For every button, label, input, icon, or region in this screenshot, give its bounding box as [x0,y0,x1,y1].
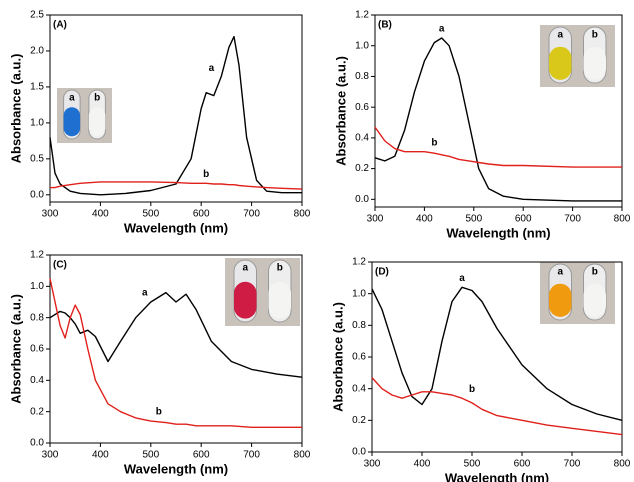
x-tick-label: 300 [42,450,59,461]
inset-label: b [592,267,598,278]
y-tick-label: 0.8 [352,320,366,331]
x-tick-label: 500 [142,450,159,461]
x-axis-title: Wavelength (nm) [445,470,549,482]
plot-frame [49,14,303,203]
y-tick-label: 1.0 [355,40,369,51]
x-tick-label: 300 [42,209,59,220]
inset-label: a [557,30,563,41]
x-tick-label: 600 [514,459,531,470]
y-tick-label: 1.0 [30,118,44,129]
y-tick-label: 1.5 [30,82,44,93]
y-axis-title: Absorbance (a.u.) [8,294,23,404]
x-tick-label: 400 [92,450,109,461]
panel-label: (B) [378,20,392,31]
y-tick-label: 0.8 [30,312,44,323]
y-tick-label: 1.2 [355,10,369,21]
series-line [49,278,302,428]
x-tick-label: 800 [614,214,631,225]
x-tick-label: 800 [614,459,631,470]
y-tick-label: 0.2 [30,406,44,417]
series-line [49,35,302,196]
panel-label: (C) [53,260,67,271]
y-tick-label: 0.0 [352,447,366,458]
y-tick-label: 2.5 [30,10,44,21]
panel-label: (A) [53,20,67,31]
plot-frame [374,14,623,208]
x-tick-label: 800 [294,450,311,461]
y-tick-label: 2.0 [30,46,44,57]
x-tick-label: 400 [416,214,433,225]
tube-liquid [549,46,572,80]
inset-label: a [557,267,563,278]
series-line [374,37,622,202]
tube-liquid [583,46,606,80]
series-label: b [156,407,162,418]
panel-label: (D) [375,267,389,278]
x-tick-label: 300 [364,459,381,470]
x-tick-label: 500 [464,459,481,470]
y-tick-label: 0.6 [30,344,44,355]
y-tick-label: 0.0 [30,438,44,449]
inset-label: a [242,263,248,274]
x-tick-label: 700 [243,450,260,461]
x-tick-label: 300 [367,214,384,225]
x-tick-label: 600 [193,209,210,220]
inset-label: a [69,93,75,104]
x-axis-title: Wavelength (nm) [124,220,228,235]
series-line [49,291,303,378]
tube-liquid [88,107,106,137]
x-tick-label: 700 [564,459,581,470]
y-tick-label: 0.6 [352,352,366,363]
tube-liquid [268,281,291,319]
series-line [371,377,623,436]
x-axis-title: Wavelength (nm) [446,225,550,240]
tube-liquid [583,283,606,317]
y-tick-label: 0.0 [30,189,44,200]
x-tick-label: 400 [414,459,431,470]
x-tick-label: 800 [294,209,311,220]
y-tick-label: 0.8 [355,71,369,82]
inset-label: b [94,93,100,104]
y-tick-label: 0.0 [355,194,369,205]
inset-label: b [592,30,598,41]
y-tick-label: 0.5 [30,153,44,164]
series-label: a [142,288,148,299]
x-tick-label: 600 [193,450,210,461]
series-line [374,126,622,168]
x-axis-title: Wavelength (nm) [124,461,228,476]
x-tick-label: 700 [243,209,260,220]
y-axis-title: Absorbance (a.u.) [8,54,23,164]
y-axis-title: Absorbance (a.u.) [333,56,348,166]
x-tick-label: 700 [564,214,581,225]
tube-liquid [63,107,81,137]
y-tick-label: 1.0 [352,288,366,299]
y-tick-label: 0.4 [30,375,44,386]
y-tick-label: 1.0 [30,281,44,292]
y-tick-label: 0.2 [352,415,366,426]
inset-label: b [277,263,283,274]
series-label: a [459,273,465,284]
series-line [371,286,623,421]
series-line [50,181,303,190]
y-tick-label: 1.2 [352,257,366,268]
series-label: a [209,63,215,74]
series-label: a [439,24,445,35]
series-label: b [203,169,209,180]
y-axis-title: Absorbance (a.u.) [330,302,345,412]
y-tick-label: 0.4 [355,133,369,144]
y-tick-label: 0.4 [352,383,366,394]
series-label: b [431,137,437,148]
series-label: b [469,384,475,395]
tube-liquid [234,281,257,319]
y-tick-label: 0.6 [355,102,369,113]
y-tick-label: 1.2 [30,250,44,261]
x-tick-label: 600 [515,214,532,225]
x-tick-label: 500 [142,209,159,220]
x-tick-label: 400 [92,209,109,220]
y-tick-label: 0.2 [355,163,369,174]
tube-liquid [549,283,572,317]
x-tick-label: 500 [465,214,482,225]
